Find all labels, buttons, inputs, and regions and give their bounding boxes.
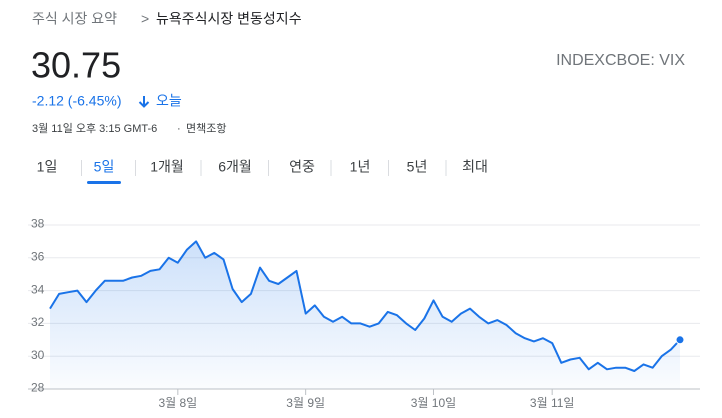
breadcrumb-root[interactable]: 주식 시장 요약 [32,11,117,27]
price-line [49,240,681,372]
tab-underline [87,181,121,184]
price: 30.75 [31,45,121,86]
x-tick-label: 3월 9일 [286,396,325,410]
tab[interactable]: 6개월 [218,159,252,175]
tab[interactable]: 1년 [350,159,371,175]
period: 오늘 [156,93,182,109]
disclaimer[interactable]: 면책조항 [186,122,226,135]
range-tabs: 1일 5일 1개월 6개월 연중 1년 5년 최대 [37,159,488,184]
breadcrumb-separator: > [141,11,149,27]
down-arrow [138,96,150,108]
tab[interactable]: 연중 [289,159,315,175]
y-tick-label: 32 [31,315,45,329]
ticker: INDEXCBOE: VIX [556,52,685,69]
y-tick-label: 38 [31,217,45,231]
tab[interactable]: 5년 [407,159,428,175]
tab[interactable]: 최대 [462,159,488,175]
tab[interactable]: 1일 [37,159,58,175]
y-tick-label: 30 [31,348,45,362]
x-tick-label: 3월 10일 [411,396,456,410]
y-tick-label: 36 [31,249,45,263]
y-tick-label: 34 [31,282,45,296]
area [50,241,680,389]
timestamp: 3월 11일 오후 3:15 GMT-6 [32,121,157,135]
tab[interactable]: 5일 [94,159,115,175]
timestamp-separator: · [177,123,181,135]
x-tick-label: 3월 11일 [530,396,575,410]
y-tick-label: 28 [31,381,45,395]
breadcrumb-current: 뉴욕주식시장 변동성지수 [156,11,302,27]
last-point [675,335,685,345]
chart: 28 30 32 34 36 38 3월 8일 3월 9일 3월 10일 3월 11일 [28,217,700,410]
tab[interactable]: 1개월 [150,159,184,175]
x-tick-label: 3월 8일 [158,396,197,410]
change: -2.12 (-6.45%) [32,93,121,109]
